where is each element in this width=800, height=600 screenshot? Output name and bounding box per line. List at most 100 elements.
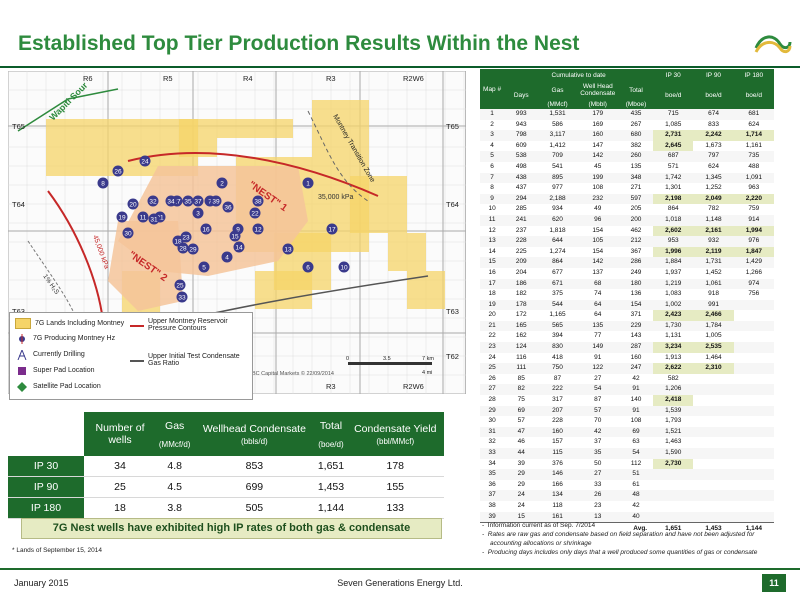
- well-number: 37: [194, 199, 202, 206]
- cell: 674: [693, 109, 734, 120]
- cell: 50: [594, 459, 602, 467]
- cell: 1,131: [665, 332, 682, 340]
- well-number: 25: [176, 283, 184, 290]
- cell: 155: [346, 476, 444, 498]
- table-row: 18 182 375 74 136 1,083 918 756: [480, 289, 774, 300]
- cell: 225: [515, 247, 527, 255]
- cell: [653, 469, 694, 480]
- table-row: 37 24 134 26 48: [480, 490, 774, 501]
- well-marker: [177, 242, 189, 254]
- cell: 64: [576, 299, 619, 311]
- nest-area-2: [108, 221, 183, 311]
- table-row: 15 209 864 142 286 1,884 1,731 1,429: [480, 257, 774, 268]
- cell: 2,731: [653, 130, 694, 141]
- table-row: 36 29 166 33 61: [480, 480, 774, 491]
- cell: 35: [576, 448, 619, 459]
- well-marker: [302, 261, 314, 273]
- footer-date: January 2015: [14, 578, 69, 588]
- scale-bar: [348, 362, 432, 365]
- cell: 179: [576, 109, 619, 120]
- cell: 609: [515, 141, 527, 149]
- cell: [733, 299, 774, 311]
- well-number: 32: [149, 199, 157, 206]
- row-label: IP 30: [8, 456, 84, 477]
- cell: 27: [480, 384, 505, 396]
- table-row: 21 165 565 135 229 1,730 1,784: [480, 320, 774, 332]
- cell: 54: [618, 448, 654, 459]
- cell: 1,793: [665, 417, 682, 425]
- cell: 247: [618, 363, 654, 374]
- cell: [653, 480, 693, 491]
- cell: 44: [504, 448, 539, 459]
- cell: 1,002: [653, 299, 694, 311]
- table-row: 10 285 934 49 205 864 782 759: [480, 204, 774, 215]
- cell: 375: [552, 290, 563, 298]
- cell: 228: [552, 417, 563, 425]
- cell: [693, 469, 734, 480]
- well-marker: [187, 243, 199, 255]
- cell: 1,742: [653, 172, 694, 184]
- cell: 8: [490, 184, 494, 192]
- range-label-bottom: R2W6: [403, 382, 424, 391]
- cell: 209: [504, 257, 539, 268]
- cell: [693, 480, 733, 491]
- cell: 154: [618, 299, 654, 311]
- table-row: 8 437 977 108 271 1,301 1,252 963: [480, 183, 774, 194]
- legend-producing: 7G Producing Montney Hz: [15, 334, 115, 344]
- scale-mid: 3.5: [383, 356, 391, 362]
- well-marker: [338, 261, 350, 273]
- cell: 394: [552, 332, 563, 340]
- cell: 376: [552, 459, 563, 467]
- cell: 3: [480, 130, 505, 141]
- producing-well-icon: [15, 334, 29, 344]
- cell: [733, 448, 774, 459]
- cell: 914: [733, 214, 774, 226]
- cell: 24: [488, 353, 496, 361]
- cell: 87: [553, 374, 562, 382]
- cell: 1,206: [653, 384, 694, 396]
- cell: 142: [576, 151, 619, 162]
- table-row: 3 798 3,117 160 680 2,731 2,242 1,714: [480, 130, 774, 141]
- col-gas: Gas: [538, 81, 577, 99]
- cell: 85: [517, 374, 525, 382]
- cell: 204: [515, 268, 527, 276]
- cell: [734, 437, 774, 448]
- cell: 46: [517, 438, 525, 446]
- range-label: R6: [83, 74, 93, 83]
- cell: 135: [630, 162, 642, 170]
- cell: 182: [515, 290, 527, 298]
- lands-swatch: [15, 318, 31, 329]
- cell: 934: [552, 205, 563, 213]
- cell: 2: [490, 120, 494, 128]
- cell: 32: [488, 438, 496, 446]
- cell: 2,220: [733, 193, 774, 205]
- cell: 1,453: [315, 476, 347, 498]
- cell: 3,117: [538, 130, 577, 141]
- cell: 160: [576, 130, 619, 141]
- well-number: 29: [189, 247, 197, 254]
- cell: [693, 490, 734, 501]
- range-label-bottom: R3: [326, 382, 336, 391]
- cell: 976: [733, 236, 774, 247]
- table-row: 19 178 544 64 154 1,002 991: [480, 299, 774, 311]
- table-row: 38 24 118 23 42: [480, 501, 774, 512]
- well-marker: [221, 251, 233, 263]
- township-label-right: T65: [446, 122, 459, 131]
- scale-zero: 0: [346, 356, 349, 362]
- cell: 111: [504, 363, 539, 374]
- cell: 750: [538, 363, 577, 374]
- legend-satellite: Satellite Pad Location: [15, 382, 101, 392]
- table-row: 4 609 1,412 147 382 2,645 1,673 1,161: [480, 140, 774, 152]
- avg-ip90: 1,453: [693, 522, 734, 535]
- montney-transition: [307, 110, 369, 202]
- cell: 285: [515, 205, 527, 213]
- cell: 1,996: [653, 246, 694, 258]
- well-marker: [176, 291, 188, 303]
- pressure-contour-45000: [47, 190, 104, 322]
- cell: 677: [552, 268, 563, 276]
- land-block: [407, 271, 445, 309]
- cell: 644: [538, 236, 577, 247]
- cell: 2,730: [653, 458, 694, 470]
- cell: 91: [618, 384, 654, 396]
- cell: 2,622: [653, 363, 694, 374]
